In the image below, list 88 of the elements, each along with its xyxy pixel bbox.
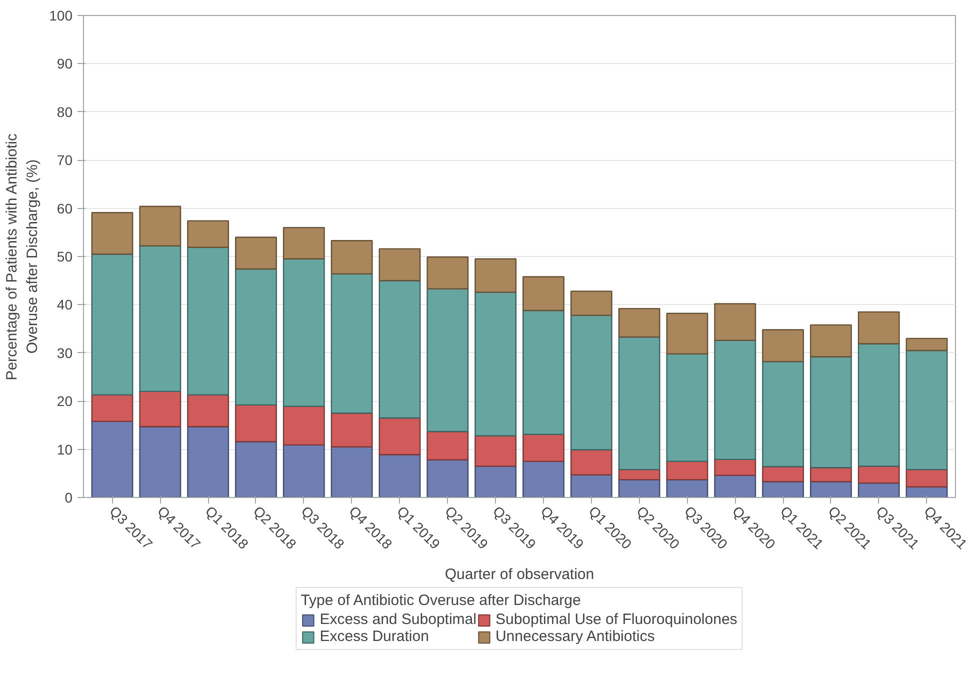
bar bbox=[906, 350, 948, 470]
bar bbox=[666, 479, 708, 498]
legend-label: Suboptimal Use of Fluoroquinolones bbox=[495, 611, 738, 628]
y-tick-label: 100 bbox=[49, 8, 73, 24]
y-tick-label: 50 bbox=[56, 248, 73, 264]
bar bbox=[618, 468, 660, 480]
bar bbox=[235, 236, 277, 270]
bar bbox=[714, 340, 756, 460]
bar bbox=[474, 435, 517, 467]
bar bbox=[282, 258, 325, 407]
bar bbox=[570, 449, 612, 476]
legend-label: Excess Duration bbox=[320, 628, 429, 645]
bar bbox=[570, 290, 612, 316]
y-tick-label: 20 bbox=[56, 393, 73, 410]
bar bbox=[91, 420, 134, 498]
bar bbox=[330, 240, 373, 274]
bar bbox=[426, 288, 469, 432]
bar bbox=[474, 292, 517, 436]
y-tick-label: 30 bbox=[56, 344, 73, 361]
bar bbox=[235, 440, 277, 498]
bar bbox=[858, 466, 900, 484]
bar bbox=[378, 417, 421, 456]
bar bbox=[378, 454, 421, 498]
bar bbox=[187, 246, 230, 396]
bar bbox=[810, 356, 852, 468]
bar bbox=[570, 474, 612, 498]
bar bbox=[139, 426, 182, 498]
bar bbox=[714, 303, 756, 341]
bar bbox=[187, 426, 230, 498]
legend-label: Excess and Suboptimal bbox=[320, 611, 476, 628]
bar bbox=[762, 466, 804, 482]
bar bbox=[282, 406, 325, 446]
bar bbox=[235, 404, 277, 442]
bar bbox=[570, 314, 612, 450]
bar bbox=[474, 466, 517, 498]
bar bbox=[762, 360, 804, 468]
bar bbox=[139, 206, 182, 246]
y-tick-label: 80 bbox=[56, 104, 73, 120]
bar bbox=[91, 212, 134, 255]
bar bbox=[139, 390, 182, 428]
bar bbox=[522, 276, 564, 312]
bar bbox=[426, 256, 469, 290]
bar bbox=[91, 394, 134, 422]
bar bbox=[235, 268, 277, 406]
bar bbox=[906, 468, 948, 488]
bar bbox=[522, 310, 564, 435]
y-tick-label: 90 bbox=[56, 56, 73, 72]
bar bbox=[666, 460, 708, 480]
bar bbox=[666, 353, 708, 462]
y-tick-label: 60 bbox=[56, 200, 73, 216]
bar bbox=[282, 444, 325, 498]
bar bbox=[858, 343, 900, 467]
bar bbox=[906, 338, 948, 352]
bar bbox=[666, 312, 708, 354]
y-axis-title: Percentage of Patients with Antibiotic Overuse after Discharge, (%) bbox=[4, 133, 42, 380]
bar bbox=[762, 480, 804, 498]
bar bbox=[474, 258, 517, 293]
bar bbox=[282, 226, 325, 260]
bar bbox=[618, 336, 660, 470]
bar bbox=[330, 446, 373, 498]
y-tick-label: 70 bbox=[56, 152, 73, 168]
legend-title: Type of Antibiotic Overuse after Discharge bbox=[300, 592, 582, 609]
bar bbox=[187, 394, 230, 428]
y-tick-label: 10 bbox=[56, 441, 73, 458]
bar bbox=[330, 273, 373, 414]
bar bbox=[810, 324, 852, 358]
y-tick-label: 0 bbox=[64, 490, 73, 506]
bar bbox=[858, 311, 900, 344]
legend-label: Unnecessary Antibiotics bbox=[495, 628, 655, 645]
bar bbox=[91, 253, 134, 396]
bar bbox=[618, 308, 660, 338]
bar bbox=[139, 245, 182, 392]
bar bbox=[858, 482, 900, 498]
bar bbox=[522, 434, 564, 462]
bar bbox=[714, 458, 756, 476]
bar bbox=[330, 412, 373, 448]
bar bbox=[378, 280, 421, 419]
bar bbox=[810, 480, 852, 498]
x-axis-title: Quarter of observation bbox=[444, 566, 594, 583]
bar bbox=[426, 459, 469, 498]
bar bbox=[426, 430, 469, 461]
bar bbox=[187, 220, 230, 248]
bar bbox=[810, 467, 852, 482]
bar bbox=[522, 460, 564, 498]
bar bbox=[714, 474, 756, 498]
bar bbox=[378, 248, 421, 282]
bar bbox=[762, 329, 804, 362]
y-tick-label: 40 bbox=[56, 296, 73, 313]
